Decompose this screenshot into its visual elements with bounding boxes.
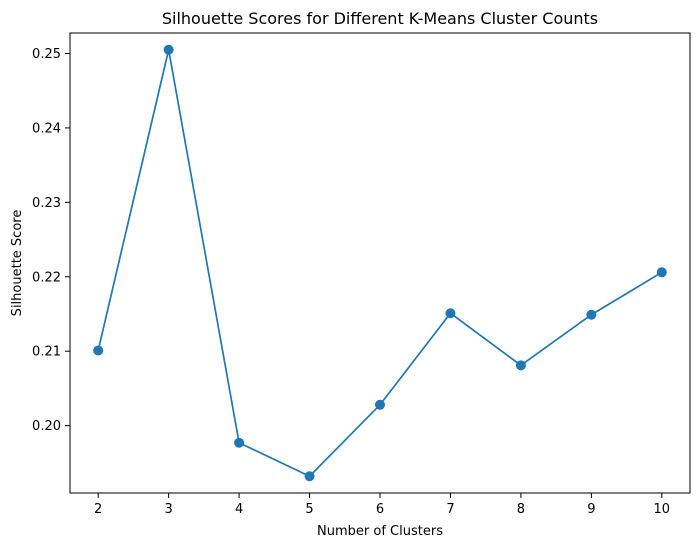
data-point	[656, 267, 667, 278]
series-layer	[93, 44, 667, 482]
data-point	[304, 471, 315, 482]
data-point	[586, 309, 597, 320]
x-tick-label: 6	[376, 502, 384, 517]
y-axis-label: Silhouette Score	[10, 210, 25, 317]
data-point	[515, 360, 526, 371]
x-tick-label: 8	[517, 502, 525, 517]
y-tick-label: 0.21	[32, 345, 61, 360]
y-tick-label: 0.20	[32, 419, 61, 434]
plot-area: 2 3 4 5 6 7 8 9 10 0.20 0.21 0.22 0.23 0.24 0.25	[32, 32, 691, 517]
x-axis-label: Number of Clusters	[317, 524, 443, 539]
data-point	[234, 437, 245, 448]
chart-title: Silhouette Scores for Different K-Means …	[162, 9, 598, 28]
x-tick-label: 4	[235, 502, 243, 517]
x-tick-label: 9	[587, 502, 595, 517]
y-tick-label: 0.23	[32, 196, 61, 211]
x-tick-label: 2	[94, 502, 102, 517]
series-line	[97, 48, 663, 478]
data-point	[445, 308, 456, 319]
x-tick-label: 3	[164, 502, 172, 517]
data-point	[163, 44, 174, 55]
y-tick-label: 0.25	[32, 47, 61, 62]
data-point	[93, 345, 104, 356]
data-point	[375, 399, 385, 410]
x-tick-label: 7	[446, 502, 454, 517]
x-tick-label: 10	[654, 502, 671, 517]
y-tick-label: 0.22	[32, 270, 61, 285]
x-axis: 2 3 4 5 6 7 8 9 10	[94, 493, 670, 517]
x-tick-label: 5	[305, 502, 313, 517]
y-tick-label: 0.24	[32, 121, 61, 136]
plot-frame	[69, 32, 691, 494]
y-axis: 0.20 0.21 0.22 0.23 0.24 0.25	[32, 47, 70, 434]
